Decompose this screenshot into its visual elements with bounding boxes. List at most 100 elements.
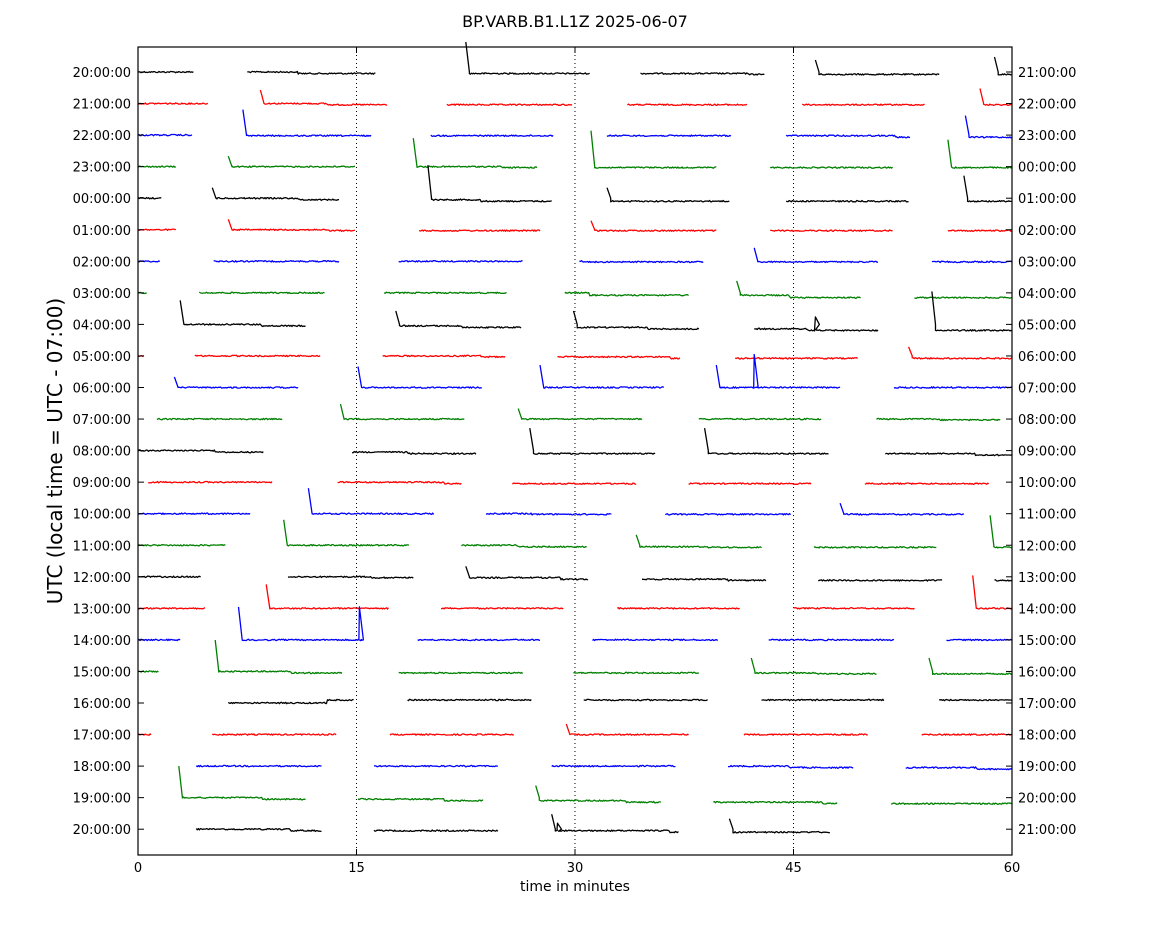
trace-segment <box>785 199 909 203</box>
trace-segment <box>715 353 841 389</box>
right-time-label: 10:00:00 <box>1018 476 1076 491</box>
trace-segment <box>573 671 700 675</box>
left-time-label: 11:00:00 <box>73 539 131 554</box>
trace-segment <box>195 764 322 768</box>
trace-segment <box>213 259 340 263</box>
trace-segment <box>590 130 717 169</box>
right-time-label: 07:00:00 <box>1018 382 1076 397</box>
right-time-label: 15:00:00 <box>1018 634 1076 649</box>
right-time-label: 19:00:00 <box>1018 760 1076 775</box>
trace-segment <box>211 187 340 202</box>
trace-segment <box>876 417 1001 422</box>
left-time-label: 13:00:00 <box>73 602 131 617</box>
trace-segment <box>211 733 337 736</box>
trace-segment <box>357 366 482 389</box>
trace-segment <box>398 259 523 263</box>
trace-segment <box>178 766 306 801</box>
trace-segment <box>635 534 762 549</box>
trace-segment <box>931 291 1013 332</box>
trace-segment <box>407 698 532 702</box>
trace-segment <box>885 452 1013 457</box>
trace-segment <box>517 408 643 421</box>
trace-segment <box>753 247 879 264</box>
trace-segment <box>461 543 587 549</box>
trace-segment <box>703 427 829 455</box>
trace-group <box>137 41 1013 834</box>
trace-segment <box>793 607 915 610</box>
trace-segment <box>148 480 273 484</box>
trace-segment <box>713 800 838 805</box>
trace-segment <box>357 797 484 802</box>
trace-segment <box>194 354 321 358</box>
trace-segment <box>963 175 1012 203</box>
trace-segment <box>770 166 894 169</box>
trace-segment <box>785 134 911 139</box>
trace-segment <box>247 70 376 75</box>
trace-segment <box>465 41 590 75</box>
right-time-label: 00:00:00 <box>1018 161 1076 176</box>
trace-segment <box>337 480 462 485</box>
trace-segment <box>418 229 541 232</box>
trace-segment <box>339 403 465 421</box>
chart-title: BP.VARB.B1.L1Z 2025-06-07 <box>462 12 688 31</box>
trace-segment <box>947 139 1013 169</box>
trace-segment <box>606 187 730 203</box>
trace-segment <box>287 575 414 580</box>
tick-group: 0 15 30 45 60 20:00:00 21:00:00 22:00:00 23:00:0… <box>73 47 1076 876</box>
trace-segment <box>698 417 822 421</box>
trace-segment <box>389 733 514 736</box>
trace-segment <box>994 579 1013 582</box>
trace-segment <box>137 133 193 137</box>
right-time-label: 01:00:00 <box>1018 192 1076 207</box>
trace-segment <box>137 228 177 232</box>
trace-segment <box>551 764 676 768</box>
trace-segment <box>864 482 990 485</box>
trace-segment <box>551 814 679 834</box>
trace-segment <box>565 723 689 736</box>
trace-segment <box>412 138 538 169</box>
trace-segment <box>641 577 767 582</box>
trace-segment <box>754 316 879 332</box>
trace-segment <box>768 638 895 642</box>
trace-segment <box>606 134 732 138</box>
left-time-label: 21:00:00 <box>73 98 131 113</box>
trace-segment <box>137 543 226 547</box>
trace-segment <box>352 450 477 455</box>
trace-segment <box>907 346 1013 360</box>
left-time-label: 01:00:00 <box>73 224 131 239</box>
trace-segment <box>417 638 541 642</box>
trace-segment <box>640 72 765 76</box>
trace-segment <box>485 512 612 516</box>
right-time-label: 20:00:00 <box>1018 792 1076 807</box>
trace-segment <box>813 546 937 549</box>
right-time-label: 13:00:00 <box>1018 571 1076 586</box>
left-time-label: 16:00:00 <box>73 697 131 712</box>
trace-segment <box>905 766 1013 771</box>
trace-segment <box>373 764 499 768</box>
trace-segment <box>728 764 854 769</box>
trace-segment <box>946 638 1013 642</box>
left-time-label: 05:00:00 <box>73 350 131 365</box>
trace-segment <box>817 579 943 582</box>
trace-segment <box>893 386 1013 389</box>
trace-segment <box>688 482 812 485</box>
trace-segment <box>664 512 792 516</box>
left-time-label: 15:00:00 <box>73 665 131 680</box>
trace-segment <box>891 802 1012 805</box>
right-time-label: 21:00:00 <box>1018 823 1076 838</box>
left-time-label: 08:00:00 <box>73 445 131 460</box>
trace-segment <box>590 220 717 232</box>
trace-segment <box>802 103 925 107</box>
trace-segment <box>137 638 181 642</box>
left-time-label: 03:00:00 <box>73 287 131 302</box>
right-time-label: 04:00:00 <box>1018 287 1076 302</box>
trace-segment <box>989 515 1013 549</box>
trace-segment <box>156 417 283 421</box>
trace-segment <box>440 607 564 610</box>
trace-segment <box>728 818 830 834</box>
trace-segment <box>921 733 1013 736</box>
trace-segment <box>743 733 868 736</box>
trace-segment <box>307 488 435 516</box>
trace-segment <box>195 827 322 833</box>
x-tick-label: 15 <box>348 861 365 876</box>
